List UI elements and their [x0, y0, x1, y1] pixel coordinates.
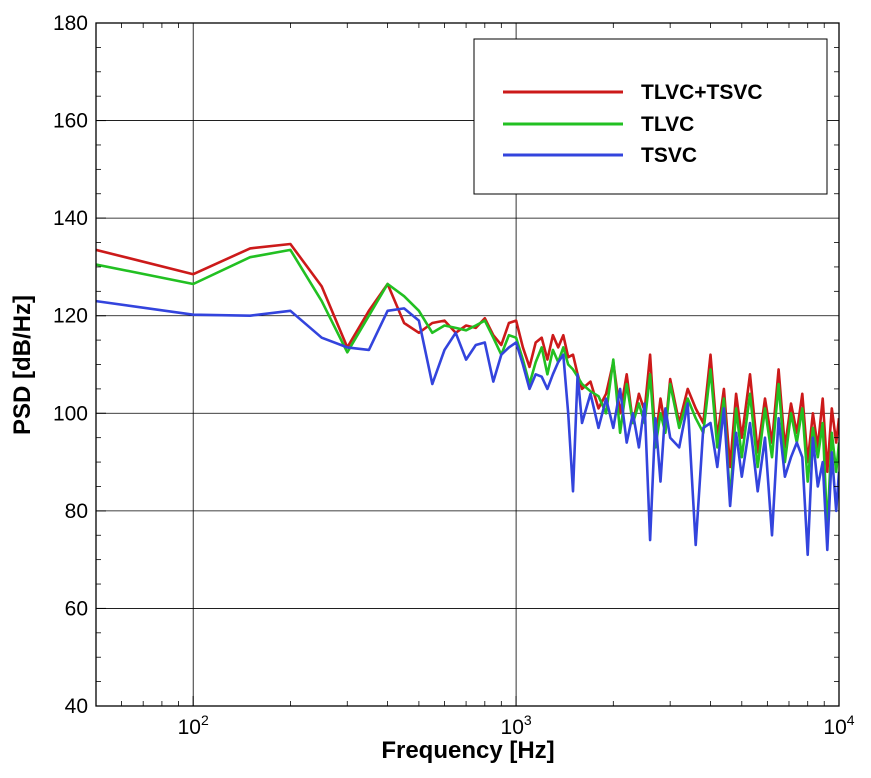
legend-label: TSVC	[641, 144, 697, 167]
x-tick-exponent: 3	[524, 712, 532, 728]
y-tick-label: 180	[53, 12, 88, 35]
x-tick-label: 102	[178, 712, 209, 739]
legend-label: TLVC	[641, 113, 694, 136]
x-tick-exponent: 4	[847, 712, 855, 728]
x-tick-base: 10	[178, 716, 201, 739]
x-tick-base: 10	[823, 716, 846, 739]
legend-label: TLVC+TSVC	[641, 81, 763, 104]
x-tick-label: 103	[501, 712, 532, 739]
x-tick-label: 104	[823, 712, 854, 739]
series-line-tsvc	[96, 299, 839, 557]
x-tick-exponent: 2	[201, 712, 209, 728]
y-axis-title: PSD [dB/Hz]	[9, 295, 36, 435]
y-tick-label: 40	[65, 695, 88, 718]
minor-ticks	[96, 22, 840, 707]
y-tick-label: 60	[65, 597, 88, 620]
x-tick-base: 10	[501, 716, 524, 739]
legend-box	[473, 38, 828, 195]
series-line-tlvc	[96, 248, 839, 532]
plot-frame	[95, 22, 840, 707]
series-lines	[96, 242, 839, 557]
y-tick-label: 160	[53, 110, 88, 133]
legend: TLVC+TSVC TLVC TSVC	[473, 38, 828, 195]
y-tick-label: 140	[53, 207, 88, 230]
x-tick-labels: 102 103 104	[178, 712, 855, 739]
y-tick-labels: 40 60 80 100 120 140 160 180	[53, 12, 88, 718]
y-tick-label: 120	[53, 305, 88, 328]
x-axis-title: Frequency [Hz]	[381, 737, 554, 764]
y-tick-label: 80	[65, 500, 88, 523]
y-tick-label: 100	[53, 402, 88, 425]
